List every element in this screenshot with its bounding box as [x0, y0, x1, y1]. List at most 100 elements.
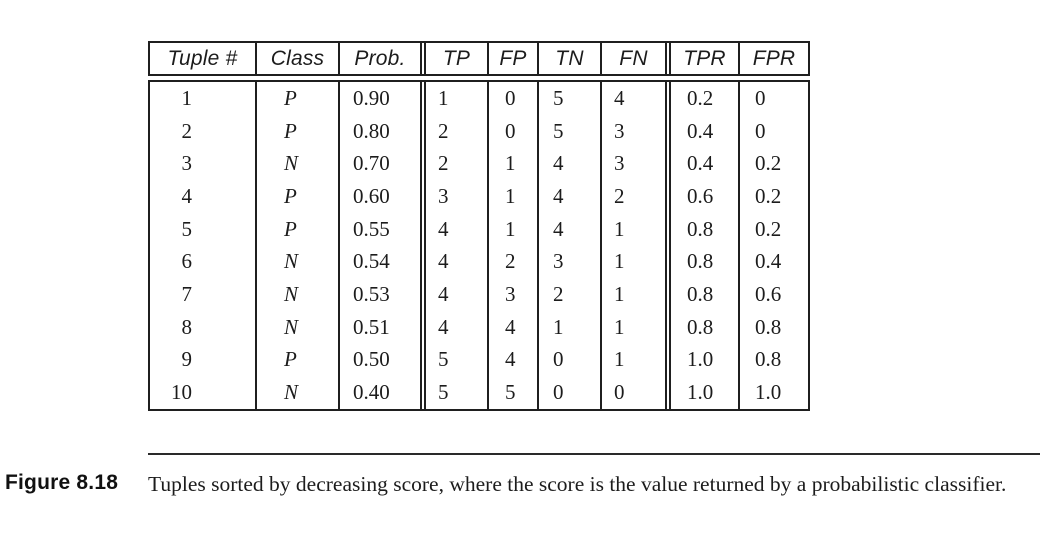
column-header-tuple: Tuple #: [167, 47, 238, 70]
cell-fp: 1: [487, 147, 537, 181]
cell-fn: 1: [600, 278, 665, 311]
table-row: 9 P 0.50 5 4 0 1 1.0 0.8: [150, 343, 808, 377]
cell-prob: 0.53: [338, 278, 420, 311]
cell-class: N: [255, 376, 338, 409]
cell-tp: 4: [420, 212, 487, 246]
cell-fp: 0: [487, 82, 537, 115]
cell-fpr: 0.2: [738, 212, 808, 246]
cell-class: P: [255, 82, 338, 115]
cell-fn: 1: [600, 245, 665, 279]
cell-tp: 3: [420, 180, 487, 213]
cell-tpr: 0.8: [665, 310, 738, 344]
cell-fpr: 0.6: [738, 278, 808, 311]
cell-tpr: 0.8: [665, 245, 738, 279]
table-row: 8 N 0.51 4 4 1 1 0.8 0.8: [150, 310, 808, 344]
table-body-box: 1 P 0.90 1 0 5 4 0.2 0 2 P 0.80 2 0 5 3 0.4 0 3 N 0.70 2 1 4 3 0.…: [148, 80, 810, 411]
cell-tp: 5: [420, 343, 487, 377]
cell-tp: 2: [420, 114, 487, 148]
table-header-box: Tuple # Class Prob. TP FP TN FN TPR FPR: [148, 41, 810, 76]
column-header-fp: FP: [487, 43, 537, 74]
cell-tpr: 0.6: [665, 180, 738, 213]
cell-fp: 4: [487, 310, 537, 344]
cell-fn: 1: [600, 343, 665, 377]
cell-prob: 0.90: [338, 82, 420, 115]
cell-tuple: 2: [181, 118, 193, 143]
cell-tuple: 7: [181, 281, 193, 306]
roc-computation-table: Tuple # Class Prob. TP FP TN FN TPR FPR 1 P 0.90 1 0…: [148, 41, 810, 411]
cell-prob: 0.80: [338, 114, 420, 148]
cell-fp: 1: [487, 212, 537, 246]
cell-fp: 0: [487, 114, 537, 148]
cell-tn: 5: [537, 82, 600, 115]
table-row: 10 N 0.40 5 5 0 0 1.0 1.0: [150, 376, 808, 409]
cell-fp: 5: [487, 376, 537, 409]
cell-tn: 1: [537, 310, 600, 344]
cell-fn: 1: [600, 310, 665, 344]
column-header-tpr: TPR: [665, 43, 738, 74]
cell-tp: 1: [420, 82, 487, 115]
cell-tuple: 10: [171, 380, 192, 405]
cell-tn: 3: [537, 245, 600, 279]
cell-fn: 2: [600, 180, 665, 213]
cell-tn: 4: [537, 212, 600, 246]
cell-tuple: 8: [181, 314, 193, 339]
cell-fpr: 0: [738, 114, 808, 148]
column-header-tp: TP: [420, 43, 487, 74]
table-row: 4 P 0.60 3 1 4 2 0.6 0.2: [150, 180, 808, 213]
cell-class: P: [255, 114, 338, 148]
table-row: 6 N 0.54 4 2 3 1 0.8 0.4: [150, 245, 808, 279]
caption-divider-rule: [148, 453, 1040, 455]
cell-fp: 2: [487, 245, 537, 279]
cell-fp: 4: [487, 343, 537, 377]
cell-prob: 0.55: [338, 212, 420, 246]
column-header-fn: FN: [600, 43, 665, 74]
cell-fp: 3: [487, 278, 537, 311]
cell-fpr: 0.4: [738, 245, 808, 279]
table-row: 5 P 0.55 4 1 4 1 0.8 0.2: [150, 212, 808, 246]
table-row: 7 N 0.53 4 3 2 1 0.8 0.6: [150, 278, 808, 311]
cell-tuple: 1: [181, 85, 193, 110]
cell-class: P: [255, 180, 338, 213]
table-row: 1 P 0.90 1 0 5 4 0.2 0: [150, 82, 808, 115]
cell-tpr: 1.0: [665, 376, 738, 409]
column-header-class: Class: [255, 43, 338, 74]
cell-fpr: 0: [738, 82, 808, 115]
cell-tuple: 5: [181, 216, 193, 241]
column-header-tn: TN: [537, 43, 600, 74]
table-header-row: Tuple # Class Prob. TP FP TN FN TPR FPR: [150, 43, 808, 74]
cell-class: N: [255, 245, 338, 279]
cell-tn: 5: [537, 114, 600, 148]
cell-tpr: 0.2: [665, 82, 738, 115]
cell-tpr: 0.8: [665, 212, 738, 246]
cell-prob: 0.50: [338, 343, 420, 377]
cell-fp: 1: [487, 180, 537, 213]
cell-tn: 2: [537, 278, 600, 311]
cell-class: N: [255, 278, 338, 311]
cell-tn: 0: [537, 343, 600, 377]
cell-prob: 0.60: [338, 180, 420, 213]
figure-label: Figure 8.18: [5, 471, 119, 494]
cell-tp: 2: [420, 147, 487, 181]
cell-fn: 0: [600, 376, 665, 409]
cell-fpr: 0.8: [738, 310, 808, 344]
cell-tuple: 4: [181, 183, 193, 208]
cell-tpr: 0.4: [665, 114, 738, 148]
cell-fpr: 0.2: [738, 147, 808, 181]
cell-fpr: 1.0: [738, 376, 808, 409]
table-row: 3 N 0.70 2 1 4 3 0.4 0.2: [150, 147, 808, 181]
cell-tp: 4: [420, 245, 487, 279]
cell-tp: 4: [420, 310, 487, 344]
cell-class: P: [255, 212, 338, 246]
cell-tpr: 1.0: [665, 343, 738, 377]
cell-prob: 0.54: [338, 245, 420, 279]
cell-class: N: [255, 310, 338, 344]
cell-fpr: 0.8: [738, 343, 808, 377]
cell-fn: 3: [600, 147, 665, 181]
cell-tp: 4: [420, 278, 487, 311]
figure-caption-text: Tuples sorted by decreasing score, where…: [148, 472, 1007, 496]
column-header-prob: Prob.: [338, 43, 420, 74]
column-header-fpr: FPR: [738, 43, 808, 74]
cell-tuple: 9: [181, 347, 193, 372]
cell-prob: 0.70: [338, 147, 420, 181]
